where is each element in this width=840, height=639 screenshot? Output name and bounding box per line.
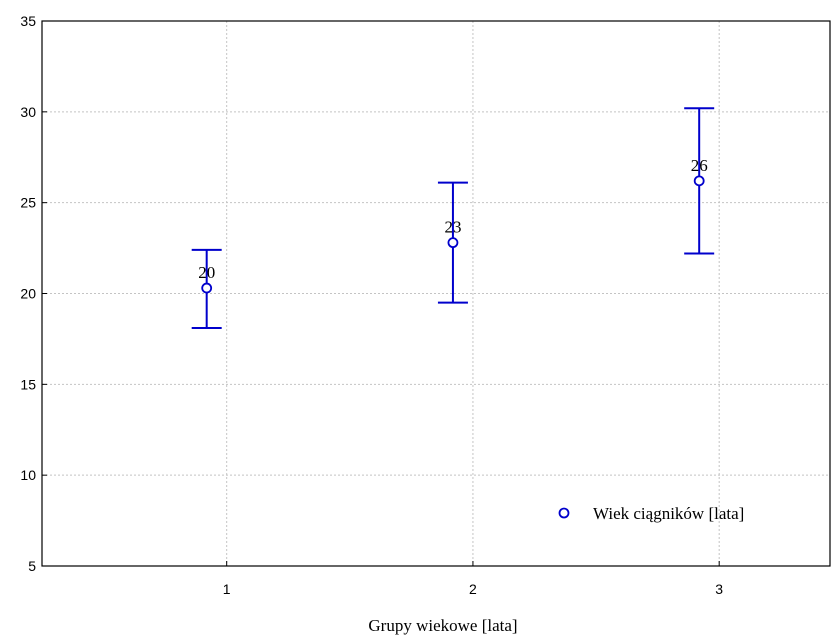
legend-marker	[558, 507, 570, 519]
y-tick-label: 25	[20, 195, 36, 211]
data-point	[201, 282, 213, 294]
x-axis: 1 2 3	[223, 561, 723, 597]
data-point	[447, 237, 459, 249]
legend: Wiek ciągników [lata]	[558, 504, 744, 523]
y-tick-label: 5	[28, 558, 36, 574]
x-axis-title: Grupy wiekowe [lata]	[368, 616, 517, 635]
x-tick-label: 3	[715, 581, 723, 597]
x-tick-label: 2	[469, 581, 477, 597]
grid-lines	[42, 21, 830, 566]
data-label: 20	[198, 263, 215, 282]
legend-label: Wiek ciągników [lata]	[593, 504, 744, 523]
y-tick-label: 10	[20, 467, 36, 483]
y-tick-label: 35	[20, 13, 36, 29]
y-axis: 5 10 15 20 25 30 35	[20, 13, 47, 574]
data-label: 26	[691, 156, 708, 175]
y-tick-label: 20	[20, 286, 36, 302]
data-label: 23	[444, 218, 461, 237]
y-tick-label: 30	[20, 104, 36, 120]
y-tick-label: 15	[20, 376, 36, 392]
data-series: 20 23 26	[191, 107, 715, 330]
data-point	[693, 175, 705, 187]
x-tick-label: 1	[223, 581, 231, 597]
